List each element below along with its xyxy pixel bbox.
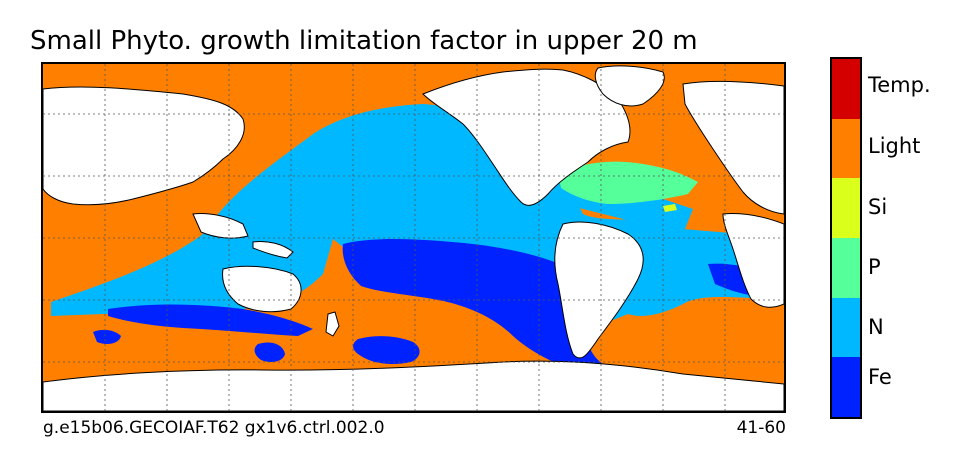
landmass-antarctica [43, 360, 784, 411]
iron-limited-region-equatorial-pacific [342, 239, 603, 374]
map-title: Small Phyto. growth limitation factor in… [30, 26, 698, 56]
colorbar-label-n: N [868, 315, 884, 339]
landmass-south-america [554, 221, 644, 359]
year-range-label: 41-60 [736, 418, 786, 438]
colorbar-swatch-si [832, 178, 860, 239]
silica-limited-region [663, 204, 677, 212]
phosphorus-limited-region-north-atlantic [558, 161, 698, 204]
colorbar-swatch-fe [832, 357, 860, 418]
landmass-australia [222, 265, 302, 313]
global-ocean-map [43, 64, 784, 411]
landmass-new-zealand [325, 311, 340, 337]
iron-limited-region-southern-ocean-west [108, 304, 313, 336]
colorbar-swatch-temp [832, 59, 860, 119]
colorbar-swatch-p [832, 238, 860, 298]
colorbar-labels: Temp. Light Si P N Fe [868, 57, 968, 419]
colorbar-label-light: Light [868, 134, 921, 158]
graticule [43, 64, 784, 411]
run-id-label: g.e15b06.GECOIAF.T62 gx1v6.ctrl.002.0 [43, 418, 385, 438]
colorbar-label-p: P [868, 255, 881, 279]
landmass-north-america [422, 68, 631, 206]
colorbar-label-fe: Fe [868, 365, 892, 389]
iron-limited-region-tasman [254, 342, 285, 362]
map-panel [41, 62, 786, 413]
colorbar [830, 57, 862, 419]
iron-limited-region-southern-ocean-central [353, 336, 420, 364]
landmass-eurasia [43, 86, 245, 206]
colorbar-label-temp: Temp. [868, 73, 931, 97]
colorbar-swatch-n [832, 297, 860, 358]
colorbar-swatch-light [832, 118, 860, 179]
colorbar-label-si: Si [868, 195, 888, 219]
landmass-eurasia-east [682, 80, 784, 215]
iron-limited-region-arabian [93, 329, 121, 344]
landmass-maritime-asia [192, 213, 294, 259]
landmass-greenland [594, 65, 665, 107]
